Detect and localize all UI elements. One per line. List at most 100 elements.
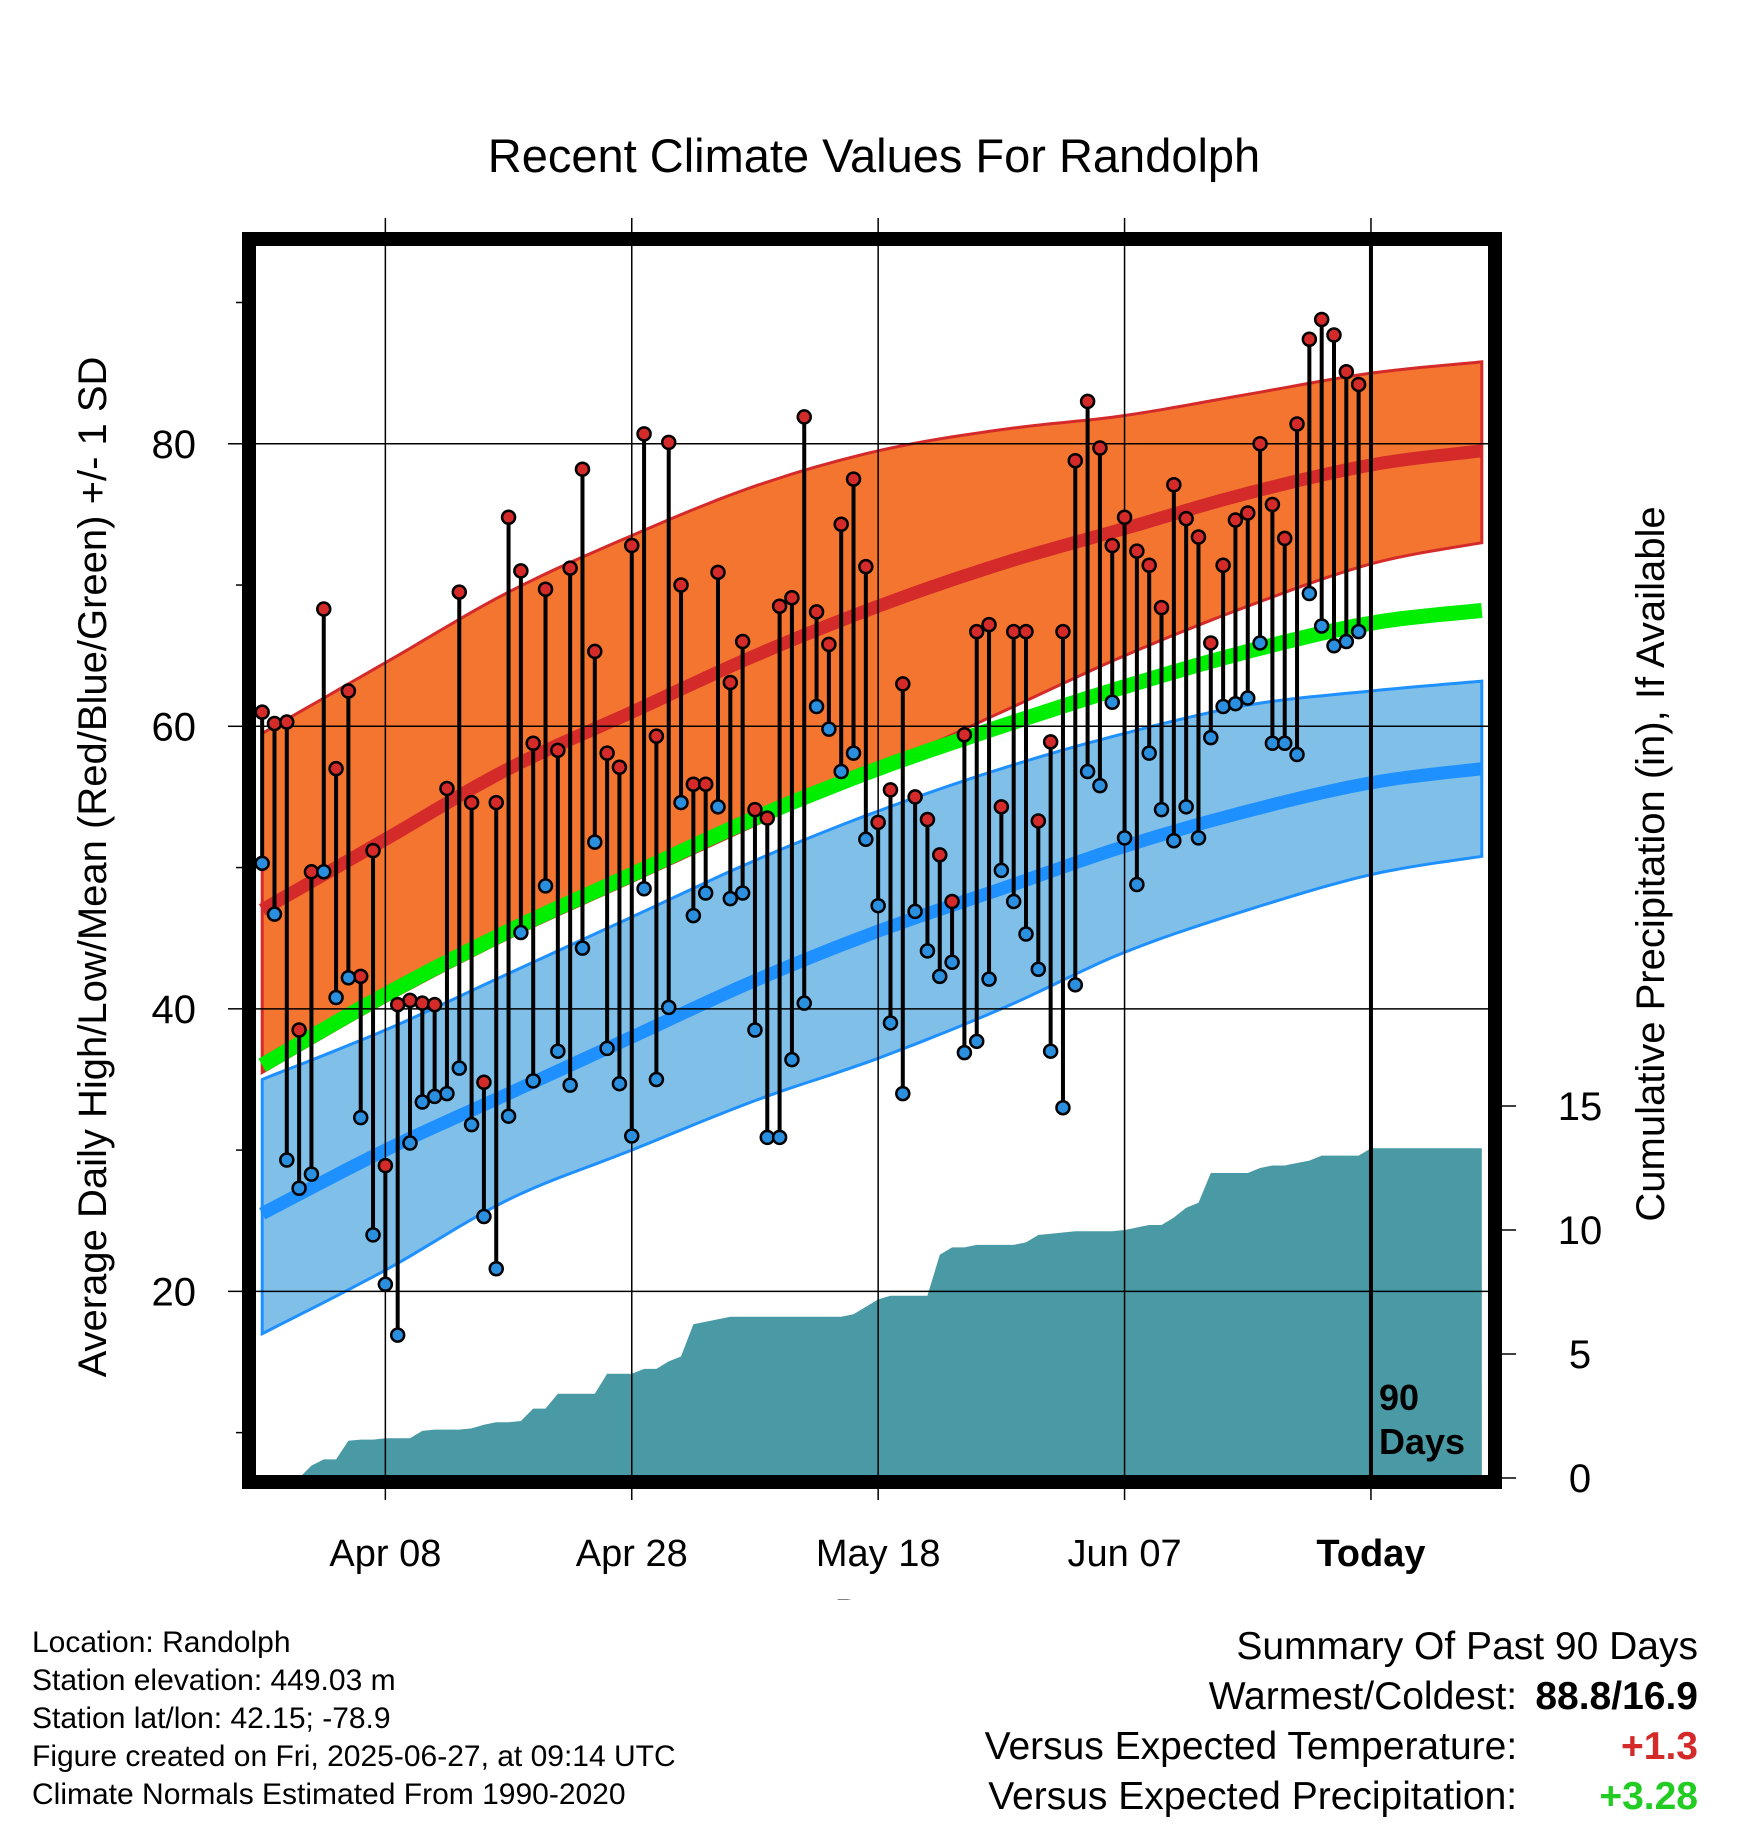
daily-high-point: [1104, 537, 1120, 554]
daily-low-point: [574, 940, 591, 956]
daily-low-point: [636, 881, 652, 897]
daily-high-point: [1252, 436, 1268, 452]
daily-low-point: [1116, 830, 1133, 846]
daily-high-point: [1018, 623, 1034, 640]
daily-high-point: [611, 759, 628, 776]
daily-high-point: [660, 434, 677, 451]
summary-title: Summary Of Past 90 Days: [1236, 1625, 1698, 1668]
daily-high-point: [685, 776, 702, 792]
y2-tick-label: 10: [1558, 1209, 1603, 1253]
daily-high-point: [1215, 557, 1231, 574]
x-tick-label: Apr 08: [329, 1533, 441, 1575]
precip-label: Versus Expected Precipitation:: [988, 1775, 1518, 1818]
daily-high-point: [1301, 331, 1318, 347]
daily-low-point: [476, 1208, 492, 1225]
y-tick-label: 20: [152, 1270, 197, 1314]
daily-high-point: [550, 742, 566, 759]
daily-low-point: [463, 1116, 480, 1133]
daily-low-point: [895, 1085, 911, 1102]
daily-high-point: [574, 461, 591, 477]
daily-high-point: [771, 598, 788, 614]
daily-low-point: [1350, 623, 1367, 640]
daily-low-point: [722, 890, 739, 907]
daily-low-point: [1203, 729, 1219, 746]
location-text: Location: Randolph: [32, 1626, 291, 1659]
daily-high-point: [624, 537, 640, 554]
daily-low-point: [328, 989, 344, 1006]
daily-low-point: [377, 1276, 394, 1293]
daily-high-point: [722, 674, 739, 691]
daily-high-point: [845, 471, 862, 487]
precip-value: +3.28: [1599, 1775, 1698, 1818]
daily-low-point: [734, 885, 751, 901]
daily-high-point: [1129, 543, 1145, 559]
daily-high-point: [402, 992, 418, 1009]
daily-high-point: [821, 636, 837, 653]
daily-high-point: [993, 799, 1010, 815]
daily-low-point: [685, 907, 702, 924]
daily-high-point: [833, 516, 849, 533]
daily-high-point: [919, 811, 936, 828]
daily-low-point: [1301, 585, 1318, 602]
daily-low-point: [340, 969, 357, 986]
daily-high-point: [377, 1157, 394, 1174]
daily-high-point: [1326, 327, 1342, 343]
daily-high-point: [981, 616, 997, 633]
daily-low-point: [414, 1094, 431, 1110]
daily-high-point: [636, 426, 652, 442]
daily-low-point: [1104, 694, 1120, 711]
daily-low-point: [365, 1227, 381, 1243]
daily-low-point: [968, 1033, 985, 1050]
daily-low-point: [808, 698, 825, 715]
daily-high-point: [858, 558, 874, 575]
daily-high-point: [365, 842, 381, 859]
daily-high-point: [513, 563, 529, 579]
daily-high-point: [451, 584, 468, 600]
daily-low-point: [1190, 830, 1207, 846]
daily-high-point: [1178, 510, 1194, 527]
daily-high-point: [1092, 440, 1108, 456]
daily-high-point: [870, 814, 886, 831]
daily-high-point: [476, 1074, 492, 1091]
daily-high-point: [1313, 311, 1330, 328]
daily-low-point: [500, 1108, 517, 1124]
y-tick-label: 60: [152, 705, 197, 749]
daily-low-point: [587, 834, 603, 850]
daily-high-point: [1055, 623, 1071, 640]
daily-high-point: [316, 601, 332, 617]
daily-low-point: [858, 831, 874, 848]
x-tick-label: Jun 07: [1068, 1533, 1182, 1575]
daily-low-point: [845, 745, 862, 761]
daily-low-point: [279, 1152, 295, 1168]
daily-high-point: [1067, 452, 1084, 469]
daily-low-point: [944, 954, 960, 970]
daily-high-point: [1153, 599, 1170, 616]
daily-high-point: [1166, 476, 1182, 493]
daily-low-point: [747, 1022, 763, 1038]
daily-low-point: [291, 1180, 307, 1196]
daily-low-point: [1005, 893, 1022, 910]
daily-low-point: [624, 1128, 640, 1144]
daily-low-point: [1092, 777, 1108, 794]
daily-low-point: [488, 1261, 504, 1277]
daily-low-point: [303, 1166, 320, 1182]
precipitation-area: [302, 1148, 1482, 1475]
daily-low-point: [759, 1129, 776, 1146]
daily-high-point: [1227, 512, 1244, 528]
today-label-days: Days: [1379, 1421, 1465, 1462]
temp-value: +1.3: [1621, 1725, 1698, 1768]
daily-high-point: [1276, 530, 1293, 547]
daily-high-point: [1042, 734, 1059, 750]
daily-high-point: [882, 782, 899, 798]
daily-high-point: [907, 789, 923, 805]
daily-low-point: [1153, 801, 1170, 818]
latlon-text: Station lat/lon: 42.15; -78.9: [32, 1702, 391, 1735]
daily-low-point: [254, 855, 270, 872]
elevation-text: Station elevation: 449.03 m: [32, 1664, 396, 1697]
daily-low-point: [981, 971, 997, 987]
daily-low-point: [784, 1051, 800, 1068]
summary-temp-row: Versus Expected Temperature: +1.3: [985, 1722, 1698, 1772]
warm-cold-value: 88.8/16.9: [1535, 1675, 1698, 1718]
daily-low-point: [1067, 977, 1084, 993]
daily-low-point: [1178, 799, 1194, 815]
